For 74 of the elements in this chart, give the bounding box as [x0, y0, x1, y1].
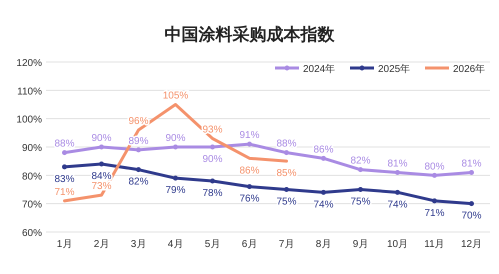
x-tick-label: 1月 [56, 239, 72, 250]
data-label: 86% [239, 165, 260, 176]
y-tick-label: 120% [16, 58, 42, 69]
point [469, 201, 474, 206]
legend-label: 2024年 [303, 63, 336, 75]
data-label: 81% [387, 158, 408, 170]
data-label: 74% [387, 199, 408, 210]
data-label: 90% [165, 133, 186, 144]
chart-title: 中国涂料采购成本指数 [164, 25, 336, 44]
data-label: 82% [128, 176, 149, 188]
point [247, 142, 252, 147]
point [210, 178, 215, 184]
data-label: 83% [54, 174, 75, 185]
x-tick-label: 6月 [242, 239, 258, 250]
data-label: 96% [128, 116, 149, 127]
legend-label: 2026年 [453, 63, 486, 75]
data-label: 81% [461, 158, 482, 170]
data-label: 75% [276, 196, 297, 208]
data-label: 82% [350, 156, 371, 167]
data-label: 88% [276, 138, 297, 150]
data-label: 90% [91, 133, 112, 144]
y-tick-label: 60% [22, 228, 42, 239]
point [321, 156, 326, 161]
x-tick-label: 12月 [460, 239, 482, 250]
x-tick-label: 3月 [130, 239, 146, 250]
data-label: 78% [202, 188, 223, 199]
point [358, 187, 363, 192]
x-tick-label: 8月 [316, 239, 332, 250]
y-tick-label: 90% [22, 143, 42, 154]
x-tick-label: 7月 [278, 239, 294, 250]
data-label: 80% [424, 161, 445, 172]
point [432, 198, 437, 204]
data-label: 90% [202, 154, 223, 165]
x-tick-label: 5月 [204, 239, 220, 250]
point [284, 187, 289, 192]
point [173, 144, 178, 150]
point [432, 172, 437, 178]
point [321, 190, 326, 195]
x-tick-label: 2月 [94, 239, 110, 250]
y-tick-label: 110% [17, 86, 42, 98]
data-label: 105% [162, 90, 188, 102]
point [99, 144, 104, 150]
y-tick-label: 70% [22, 200, 42, 211]
point [62, 150, 67, 156]
x-tick-label: 4月 [168, 239, 184, 250]
x-tick-label: 9月 [352, 239, 368, 250]
point [136, 167, 141, 172]
point [395, 170, 400, 175]
data-label: 74% [313, 199, 334, 210]
y-tick-label: 100% [16, 114, 42, 126]
data-label: 71% [424, 208, 445, 219]
x-tick-label: 10月 [386, 239, 408, 250]
y-tick-label: 80% [22, 171, 42, 182]
point [395, 190, 400, 195]
data-label: 91% [239, 130, 260, 142]
point [62, 164, 67, 170]
point [247, 184, 252, 190]
point [469, 170, 474, 175]
data-label: 79% [165, 185, 186, 196]
x-tick-label: 11月 [424, 239, 445, 250]
data-label: 71% [54, 186, 75, 198]
data-label: 85% [276, 168, 297, 180]
point [173, 176, 178, 181]
point [210, 144, 215, 150]
data-label: 75% [350, 196, 371, 208]
point [284, 150, 289, 156]
data-label: 76% [239, 194, 260, 205]
point [99, 162, 104, 166]
point [136, 147, 141, 152]
legend-label: 2025年 [378, 63, 410, 75]
point [358, 167, 363, 172]
data-label: 88% [54, 138, 75, 150]
data-label: 70% [461, 210, 482, 222]
data-label: 86% [313, 144, 334, 156]
